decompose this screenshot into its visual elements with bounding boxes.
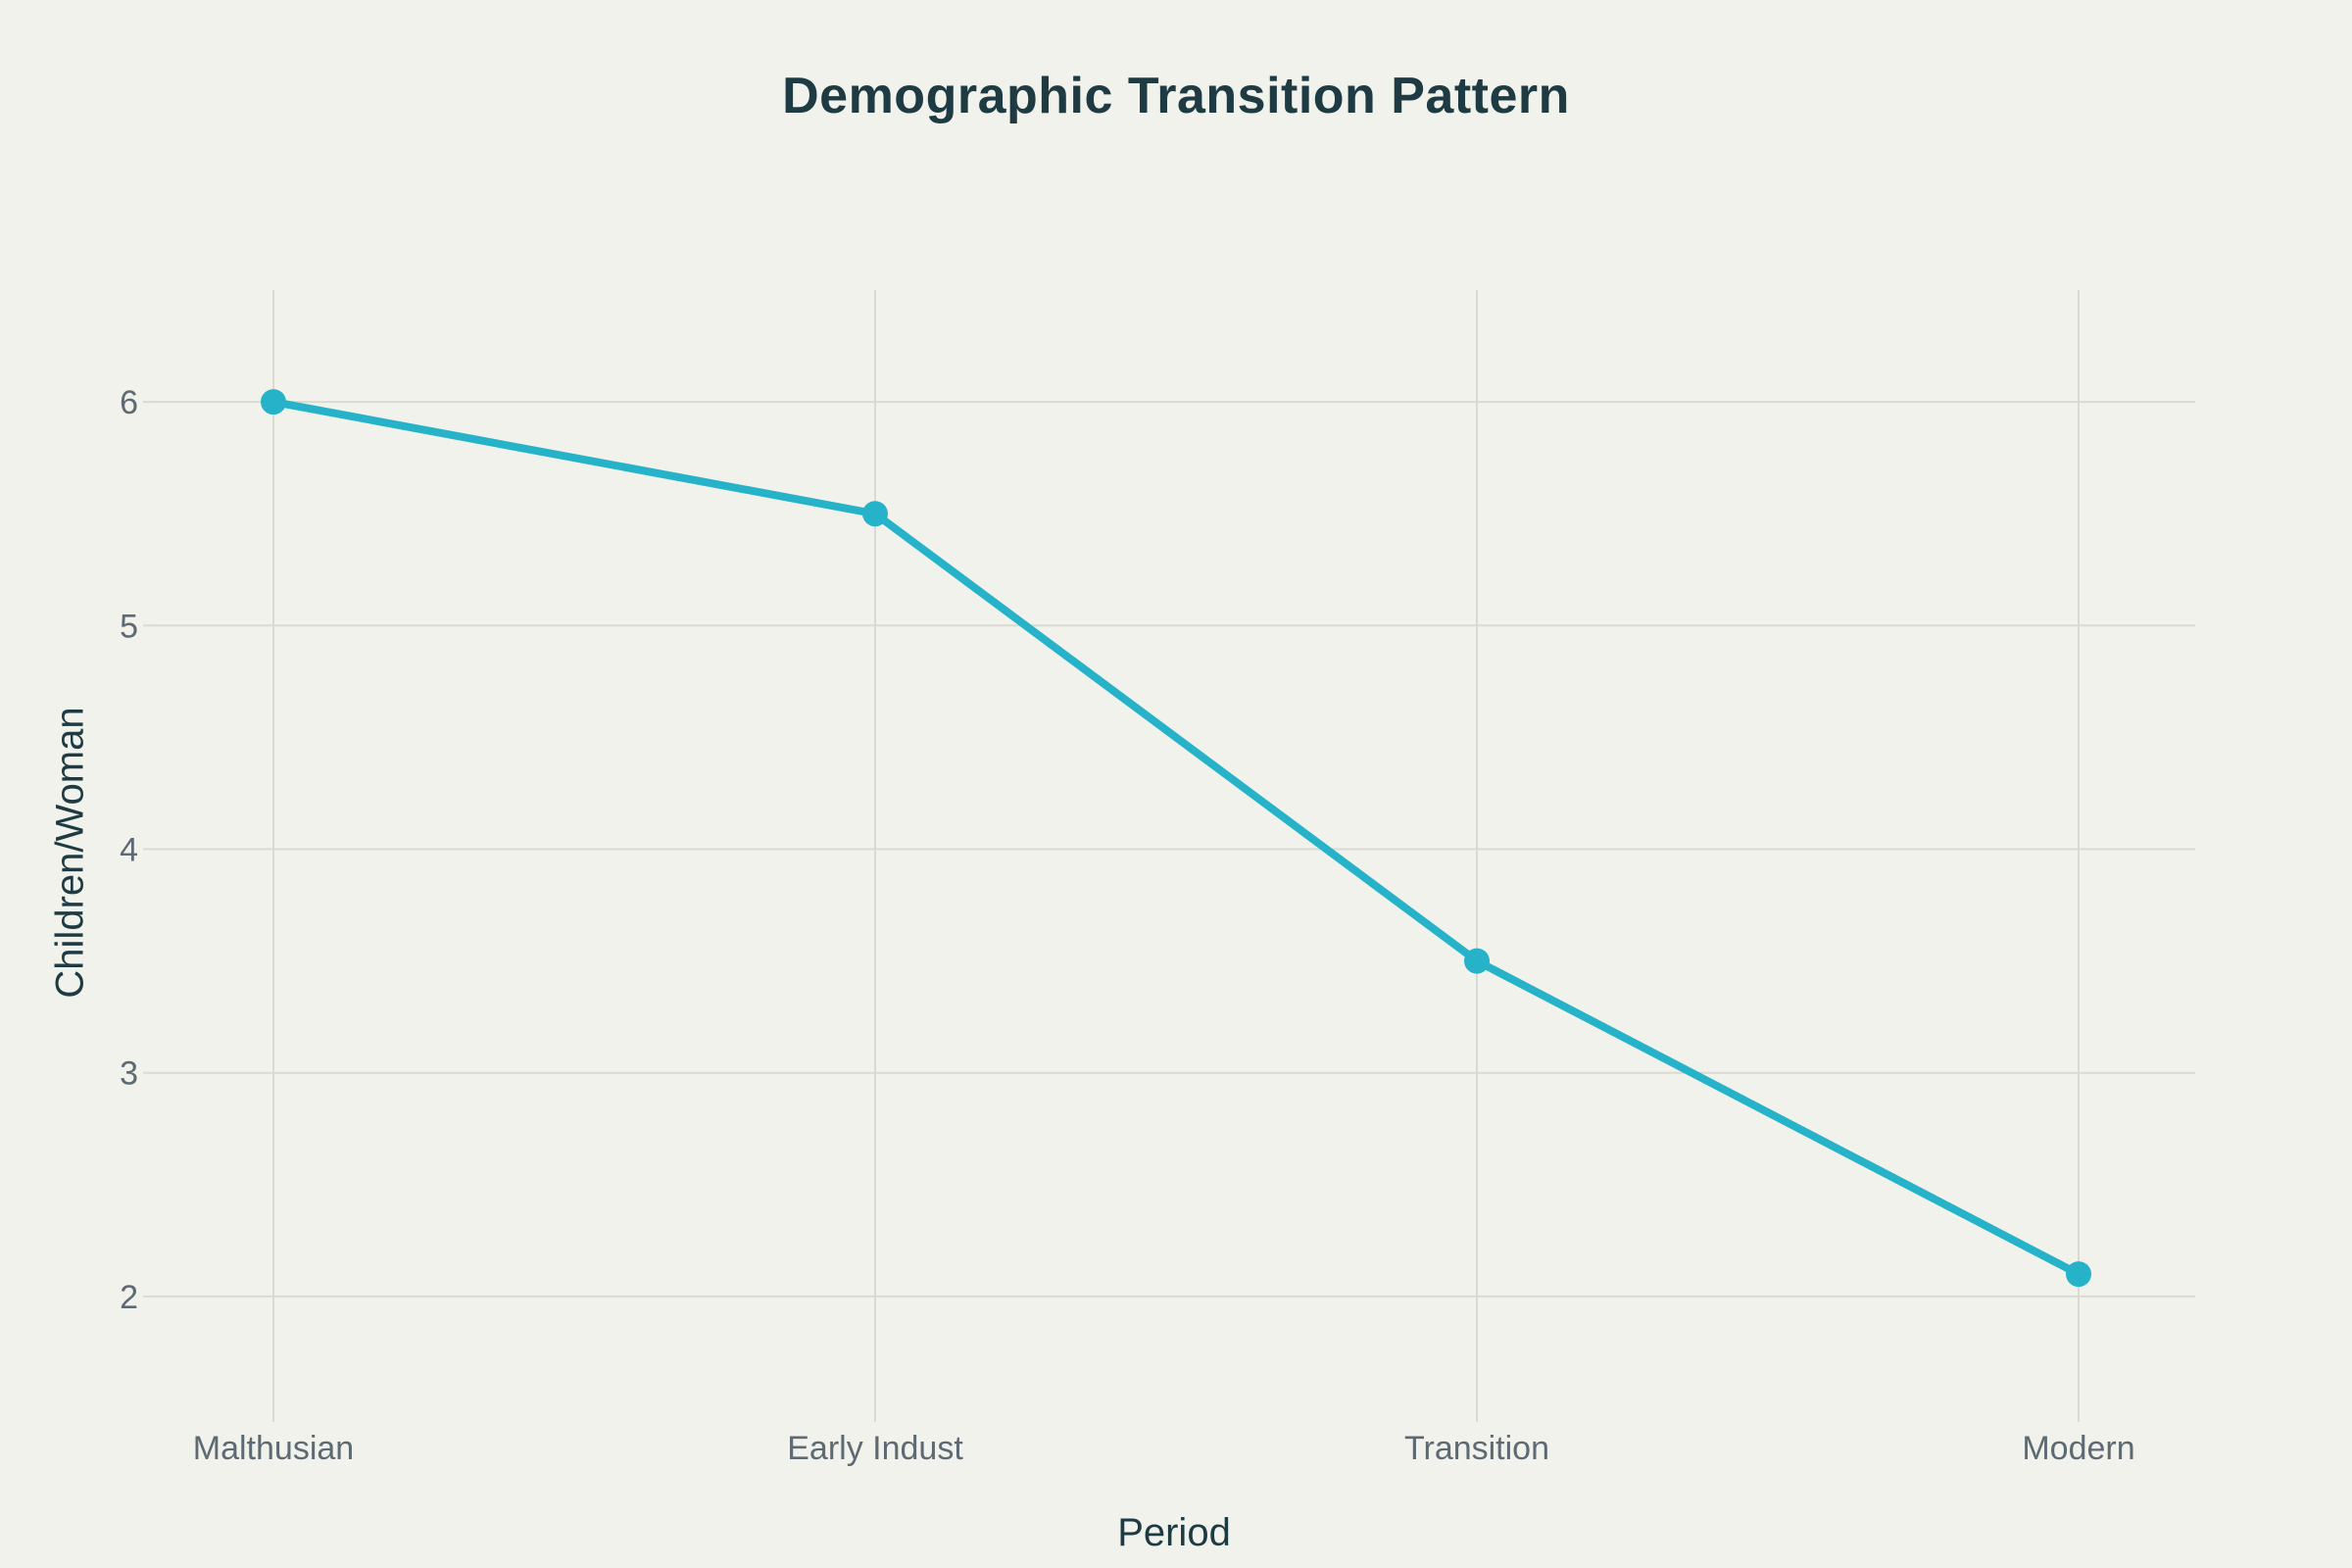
y-tick-label: 2 (120, 1279, 138, 1316)
chart-title: Demographic Transition Pattern (782, 68, 1570, 124)
y-tick-label: 6 (120, 384, 138, 421)
x-tick-label: Malthusian (193, 1430, 354, 1467)
y-axis-title: Children/Woman (48, 707, 92, 999)
x-tick-label: Early Indust (787, 1430, 963, 1467)
x-axis-title: Period (1117, 1511, 1231, 1554)
x-tick-label: Transition (1404, 1430, 1549, 1467)
data-point-marker (261, 389, 286, 416)
data-point-marker (2066, 1261, 2091, 1288)
y-tick-label: 3 (120, 1055, 138, 1093)
x-tick-label: Modern (2022, 1430, 2134, 1467)
y-tick-label: 5 (120, 608, 138, 645)
data-point-marker (862, 501, 888, 527)
data-point-marker (1464, 948, 1490, 974)
y-tick-label: 4 (120, 832, 138, 869)
data-line (270, 398, 2082, 1279)
